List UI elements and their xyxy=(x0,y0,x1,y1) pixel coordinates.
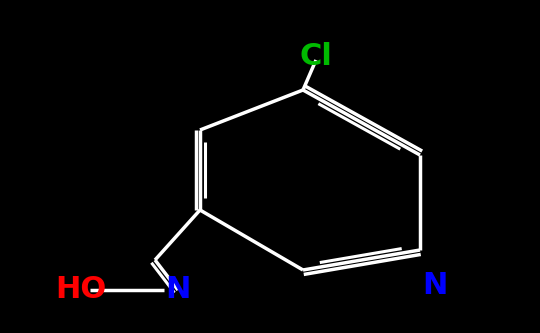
Text: Cl: Cl xyxy=(300,42,333,71)
Text: N: N xyxy=(422,270,448,299)
Text: N: N xyxy=(165,275,191,304)
Text: HO: HO xyxy=(55,275,106,304)
